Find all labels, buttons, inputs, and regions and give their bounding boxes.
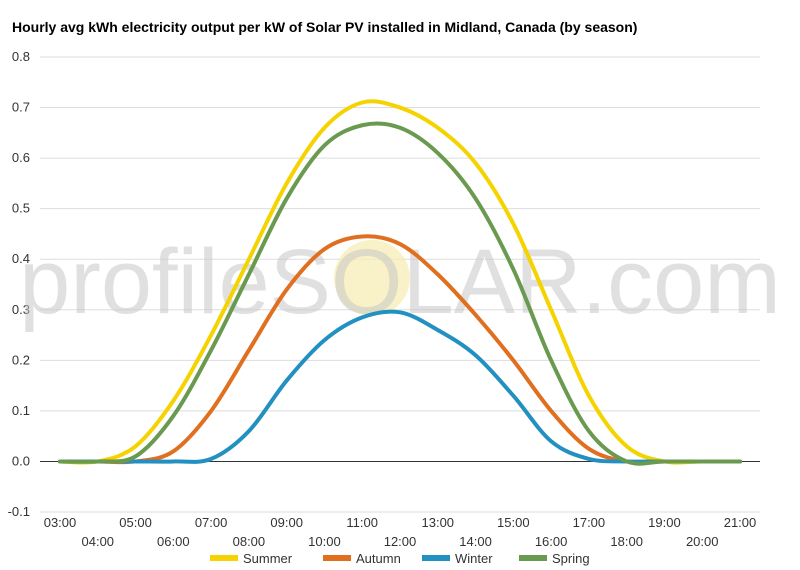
x-tick-label: 09:00 [270, 515, 303, 530]
x-tick-label: 03:00 [44, 515, 77, 530]
x-tick-label: 08:00 [233, 534, 266, 549]
x-tick-label: 19:00 [648, 515, 681, 530]
y-tick-label: 0.4 [12, 251, 30, 266]
y-tick-label: 0.8 [12, 49, 30, 64]
x-tick-label: 05:00 [119, 515, 152, 530]
series-line-summer [58, 99, 742, 465]
legend-swatch-spring [519, 555, 547, 561]
legend-swatch-winter [422, 555, 450, 561]
watermark-text: profileSOLAR.com [19, 231, 781, 333]
watermark-sun-icon [334, 240, 410, 316]
legend-label-autumn: Autumn [356, 551, 401, 566]
x-tick-label: 11:00 [346, 515, 378, 530]
y-tick-label: 0.0 [12, 453, 30, 468]
x-tick-label: 12:00 [384, 534, 417, 549]
x-tick-label: 13:00 [422, 515, 455, 530]
x-tick-label: 20:00 [686, 534, 719, 549]
chart-title: Hourly avg kWh electricity output per kW… [12, 19, 638, 35]
y-tick-label: 0.1 [12, 403, 30, 418]
legend-swatch-summer [210, 555, 238, 561]
x-tick-label: 18:00 [610, 534, 643, 549]
x-tick-label: 04:00 [82, 534, 115, 549]
y-tick-label: -0.1 [8, 504, 30, 519]
x-tick-label: 10:00 [308, 534, 341, 549]
y-tick-label: 0.6 [12, 150, 30, 165]
x-tick-label: 14:00 [459, 534, 492, 549]
x-tick-label: 15:00 [497, 515, 530, 530]
x-tick-label: 06:00 [157, 534, 190, 549]
legend-swatch-autumn [323, 555, 351, 561]
legend-label-summer: Summer [243, 551, 293, 566]
y-tick-label: 0.3 [12, 302, 30, 317]
y-tick-label: 0.2 [12, 352, 30, 367]
y-tick-label: 0.7 [12, 100, 30, 115]
x-tick-label: 16:00 [535, 534, 568, 549]
legend-label-winter: Winter [455, 551, 493, 566]
legend-label-spring: Spring [552, 551, 590, 566]
x-tick-label: 17:00 [573, 515, 606, 530]
y-tick-label: 0.5 [12, 201, 30, 216]
x-tick-label: 07:00 [195, 515, 228, 530]
x-tick-label: 21:00 [724, 515, 757, 530]
series-line-spring [58, 121, 742, 466]
series-line-winter [58, 309, 742, 464]
